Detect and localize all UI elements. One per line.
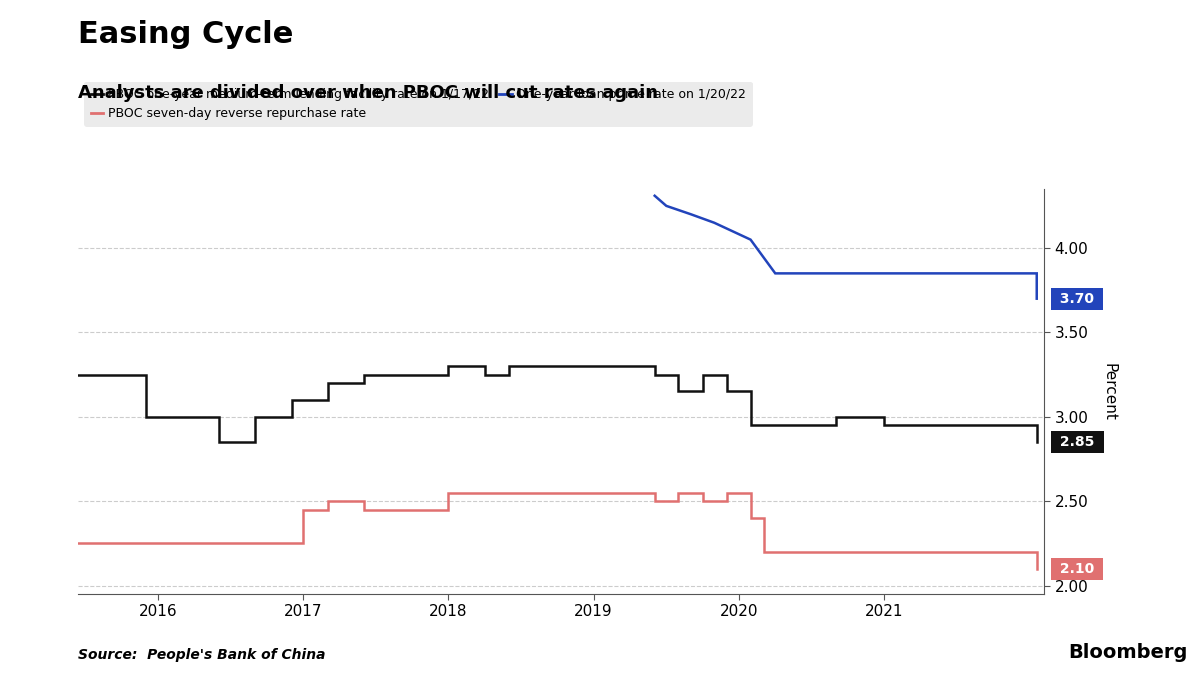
Text: Source:  People's Bank of China: Source: People's Bank of China	[78, 647, 325, 662]
Legend: PBOC one-year medium-term lending facility rate on 1/17/22, PBOC seven-day rever: PBOC one-year medium-term lending facili…	[84, 82, 752, 127]
Text: 3.70: 3.70	[1055, 292, 1099, 306]
Text: Analysts are divided over when PBOC will cut rates again: Analysts are divided over when PBOC will…	[78, 84, 658, 103]
Text: Easing Cycle: Easing Cycle	[78, 20, 293, 49]
Text: Bloomberg: Bloomberg	[1069, 643, 1188, 662]
Text: 2.85: 2.85	[1055, 435, 1099, 449]
Text: 2.10: 2.10	[1055, 562, 1099, 576]
Y-axis label: Percent: Percent	[1102, 362, 1116, 421]
